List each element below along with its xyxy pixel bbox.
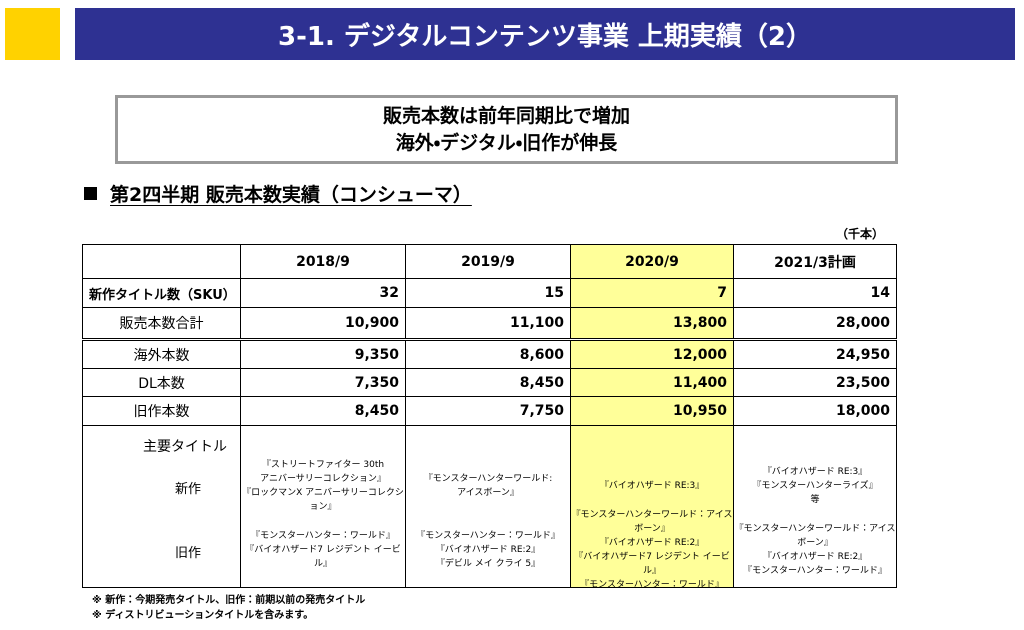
row-label: 新作タイトル数（SKU） bbox=[82, 278, 241, 308]
titles-label-cell: 主要タイトル新作旧作 bbox=[82, 425, 241, 588]
footnote: ※ ディストリビューションタイトルを含みます。 bbox=[92, 610, 314, 621]
title-name: 『バイオハザード RE:2』 bbox=[435, 545, 541, 555]
unit-label: （千本） bbox=[836, 227, 885, 241]
cell-value: 28,000 bbox=[733, 307, 897, 339]
row-label: DL本数 bbox=[82, 368, 241, 397]
title-name: 『モンスターハンター：ワールド』 bbox=[416, 531, 560, 541]
title-name: アイスボーン』 bbox=[457, 488, 519, 498]
cell-value: 32 bbox=[240, 278, 406, 308]
cell-value: 12,000 bbox=[570, 340, 734, 369]
title: 3-1. デジタルコンテンツ事業 上期実績（2） bbox=[277, 21, 812, 52]
new-titles: 『モンスターハンターワールド: アイスボーン』 bbox=[406, 472, 570, 500]
cell-value: 14 bbox=[733, 278, 897, 308]
old-titles: 『モンスターハンター：ワールド』『バイオハザード7 レジデント イービル』 bbox=[241, 529, 405, 571]
title-bar: 3-1. デジタルコンテンツ事業 上期実績（2） bbox=[75, 8, 1015, 60]
title-name: 『モンスターハンターワールド: bbox=[423, 474, 553, 484]
title-name: 『モンスターハンターワールド：アイスボーン』 bbox=[571, 510, 733, 534]
cell-value: 15 bbox=[405, 278, 571, 308]
title-name: アニバーサリーコレクション』 bbox=[260, 474, 386, 484]
title-name: 『モンスターハンター：ワールド』 bbox=[743, 566, 887, 576]
accent-square bbox=[5, 8, 60, 60]
title-name: 『モンスターハンター：ワールド』 bbox=[251, 531, 395, 541]
cell-value: 7,750 bbox=[405, 396, 571, 426]
column-header: 2020/9 bbox=[570, 244, 734, 279]
titles-cell: 『ストリートファイター 30th アニバーサリーコレクション』『ロックマンX アニ… bbox=[240, 425, 406, 588]
titles-label: 主要タイトル bbox=[143, 439, 227, 455]
title-name: 『バイオハザード7 レジデント イービル』 bbox=[574, 552, 730, 576]
cell-value: 7 bbox=[570, 278, 734, 308]
column-header: 2021/3計画 bbox=[733, 244, 897, 279]
cell-value: 8,450 bbox=[240, 396, 406, 426]
cell-value: 11,100 bbox=[405, 307, 571, 339]
row-label: 販売本数合計 bbox=[82, 307, 241, 339]
titles-cell: 『バイオハザード RE:3』 『モンスターハンターライズ』等『モンスターハンターワ… bbox=[733, 425, 897, 588]
new-titles: 『ストリートファイター 30th アニバーサリーコレクション』『ロックマンX アニ… bbox=[241, 458, 405, 514]
cell-value: 13,800 bbox=[570, 307, 734, 339]
title-name: 等 bbox=[810, 495, 820, 505]
title-name: 『モンスターハンター：ワールド』 bbox=[580, 580, 724, 590]
cell-value: 8,600 bbox=[405, 340, 571, 369]
row-label: 海外本数 bbox=[82, 340, 241, 369]
title-name: 『バイオハザード RE:2』 bbox=[599, 538, 705, 548]
summary-box: 販売本数は前年同期比で増加 海外・デジタル・旧作が伸長 bbox=[115, 95, 898, 164]
cell-value: 9,350 bbox=[240, 340, 406, 369]
cell-value: 10,950 bbox=[570, 396, 734, 426]
new-titles: 『バイオハザード RE:3』 bbox=[571, 479, 733, 493]
old-label: 旧作 bbox=[175, 546, 202, 561]
cell-value: 18,000 bbox=[733, 396, 897, 426]
title-name: 『モンスターハンターワールド：アイスボーン』 bbox=[734, 524, 896, 548]
row-label: 旧作本数 bbox=[82, 396, 241, 426]
header-cell bbox=[82, 244, 241, 279]
new-label: 新作 bbox=[175, 482, 202, 497]
cell-value: 10,900 bbox=[240, 307, 406, 339]
titles-cell: 『バイオハザード RE:3』 『モンスターハンターワールド：アイスボーン』 『バイオ… bbox=[570, 425, 734, 590]
title-name: 『バイオハザード RE:3』 bbox=[762, 467, 868, 477]
title-name: 『ロックマンX アニバーサリーコレクション』 bbox=[242, 488, 404, 512]
new-titles: 『バイオハザード RE:3』 『モンスターハンターライズ』等 bbox=[734, 465, 896, 507]
title-name: 『デビル メイ クライ 5』 bbox=[435, 559, 541, 569]
footnote: ※ 新作：今期発売タイトル、旧作：前期以前の発売タイトル bbox=[92, 595, 366, 606]
title-name: 『バイオハザード7 レジデント イービル』 bbox=[245, 545, 401, 569]
cell-value: 8,450 bbox=[405, 368, 571, 397]
cell-value: 24,950 bbox=[733, 340, 897, 369]
title-name: 『バイオハザード RE:3』 bbox=[599, 481, 705, 491]
title-name: 『バイオハザード RE:2』 bbox=[762, 552, 868, 562]
column-header: 2018/9 bbox=[240, 244, 406, 279]
title-name: 『モンスターハンターライズ』 bbox=[752, 481, 878, 491]
cell-value: 11,400 bbox=[570, 368, 734, 397]
column-header: 2019/9 bbox=[405, 244, 571, 279]
titles-cell: 『モンスターハンターワールド: アイスボーン』『モンスターハンター：ワールド』 『バ… bbox=[405, 425, 571, 588]
old-titles: 『モンスターハンター：ワールド』 『バイオハザード RE:2』 『デビル メイ クラ… bbox=[406, 529, 570, 571]
cell-value: 7,350 bbox=[240, 368, 406, 397]
summary-line: 海外・デジタル・旧作が伸長 bbox=[395, 131, 618, 154]
cell-value: 23,500 bbox=[733, 368, 897, 397]
bullet bbox=[84, 187, 97, 200]
title-name: 『ストリートファイター 30th bbox=[261, 460, 385, 470]
section-heading: 第2四半期 販売本数実績（コンシューマ） bbox=[110, 184, 472, 206]
summary-line: 販売本数は前年同期比で増加 bbox=[382, 104, 630, 127]
old-titles: 『モンスターハンターワールド：アイスボーン』『バイオハザード RE:2』『モンス… bbox=[734, 522, 896, 578]
old-titles: 『モンスターハンターワールド：アイスボーン』『バイオハザード RE:2』『バイオ… bbox=[571, 508, 733, 592]
